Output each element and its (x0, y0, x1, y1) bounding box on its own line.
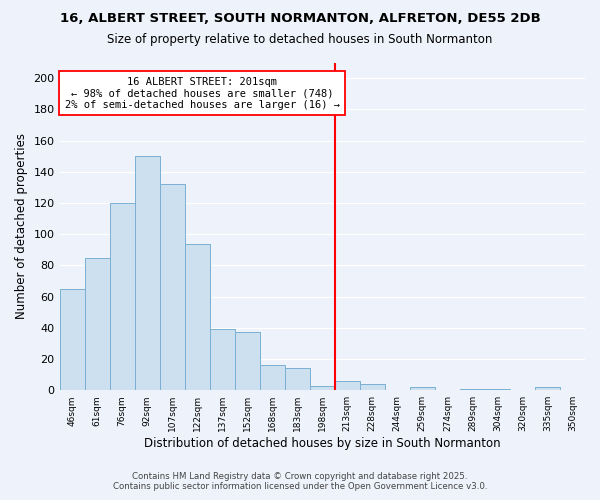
Bar (59, 289, 85, 390)
Bar (260, 365, 285, 390)
Bar (134, 156, 160, 390)
Text: 16, ALBERT STREET, SOUTH NORMANTON, ALFRETON, DE55 2DB: 16, ALBERT STREET, SOUTH NORMANTON, ALFR… (59, 12, 541, 26)
Text: Contains HM Land Registry data © Crown copyright and database right 2025.
Contai: Contains HM Land Registry data © Crown c… (113, 472, 487, 491)
Bar (460, 388, 485, 390)
Bar (85, 258, 110, 390)
Y-axis label: Number of detached properties: Number of detached properties (15, 134, 28, 320)
Bar (285, 368, 310, 390)
Bar (110, 203, 134, 390)
Text: 16 ALBERT STREET: 201sqm
← 98% of detached houses are smaller (748)
2% of semi-d: 16 ALBERT STREET: 201sqm ← 98% of detach… (65, 76, 340, 110)
X-axis label: Distribution of detached houses by size in South Normanton: Distribution of detached houses by size … (144, 437, 500, 450)
Bar (310, 386, 335, 390)
Bar (485, 388, 510, 390)
Bar (360, 384, 385, 390)
Bar (235, 332, 260, 390)
Bar (209, 330, 235, 390)
Bar (185, 244, 209, 390)
Bar (160, 184, 185, 390)
Bar (335, 381, 360, 390)
Bar (410, 387, 435, 390)
Text: Size of property relative to detached houses in South Normanton: Size of property relative to detached ho… (107, 32, 493, 46)
Bar (535, 387, 560, 390)
